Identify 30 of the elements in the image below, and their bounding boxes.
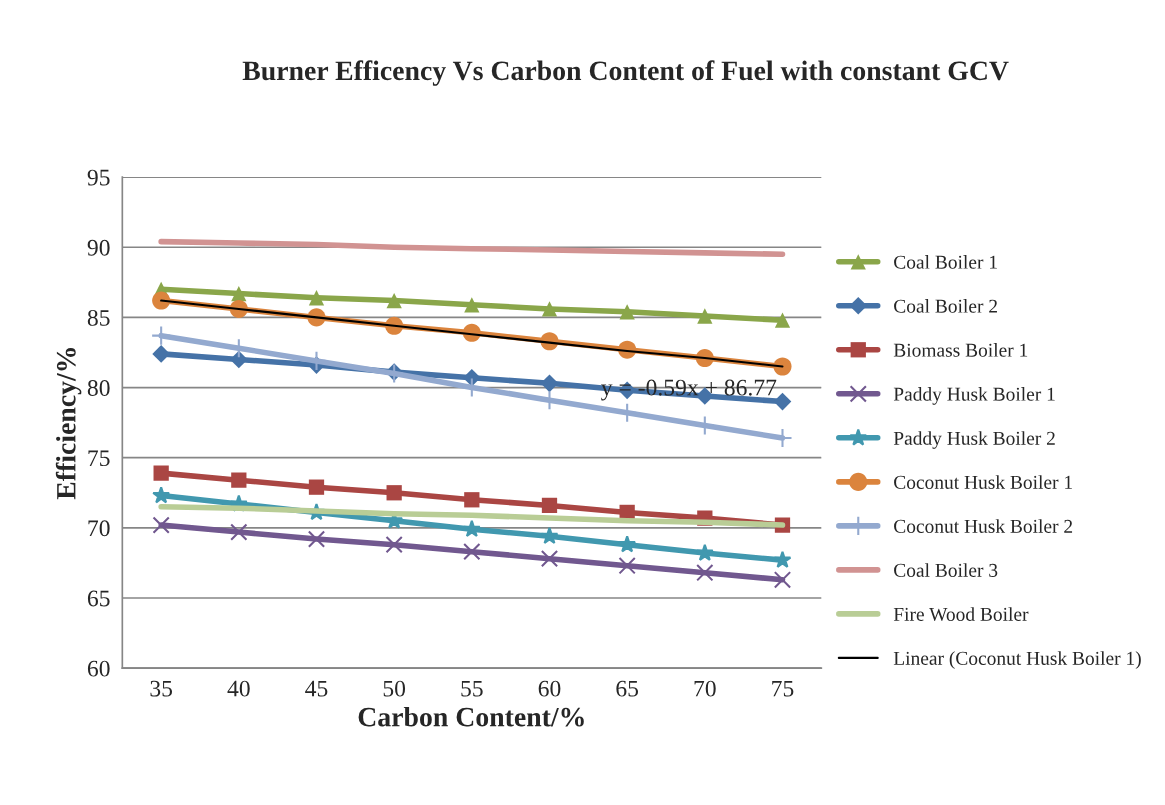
x-tick-label: 65	[616, 680, 639, 697]
legend-label: Paddy Husk Boiler 1	[893, 387, 1055, 405]
legend-label: Fire Wood Boiler	[893, 607, 1029, 621]
legend-label: Paddy Husk Boiler 2	[893, 431, 1055, 449]
x-tick-label: 60	[538, 680, 561, 697]
legend-label: Coal Boiler 1	[894, 255, 997, 269]
x-tick-label: 55	[461, 680, 483, 697]
y-tick-label: 95	[87, 169, 110, 186]
x-tick-label: 70	[694, 680, 716, 697]
legend-label: Coconut Husk Boiler 2	[894, 519, 1073, 533]
y-tick-label: 65	[87, 590, 110, 607]
x-tick-label: 40	[227, 680, 250, 697]
y-tick-label: 70	[88, 520, 110, 537]
legend-label: Coal Boiler 2	[894, 299, 997, 313]
chart-title: Burner Efficency Vs Carbon Content of Fuel with constant GCV	[242, 60, 1009, 86]
x-tick-label: 50	[383, 680, 406, 697]
legend-label: Linear (Coconut Husk Boiler 1)	[893, 651, 1141, 669]
x-tick-label: 45	[305, 680, 328, 697]
legend-label: Coal Boiler 3	[894, 563, 998, 577]
y-tick-label: 75	[88, 450, 110, 467]
y-tick-label: 90	[87, 239, 110, 256]
x-tick-label: 35	[150, 680, 173, 697]
y-tick-label: 85	[87, 309, 110, 326]
x-tick-label: 75	[772, 680, 794, 697]
legend-label: Biomass Boiler 1	[893, 343, 1028, 357]
y-tick-label: 60	[87, 660, 110, 677]
x-axis-title: Carbon Content/%	[358, 706, 584, 727]
y-tick-label: 80	[87, 380, 110, 396]
legend-label: Coconut Husk Boiler 1	[894, 475, 1072, 489]
y-axis-title: Efficiency/%	[55, 348, 82, 500]
